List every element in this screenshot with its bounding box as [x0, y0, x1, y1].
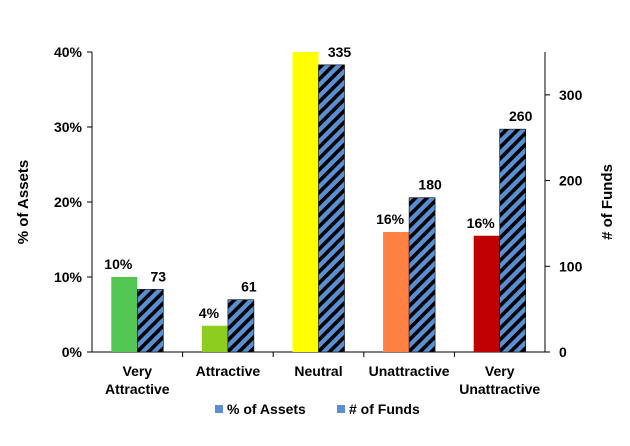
- bar-num-funds: [408, 197, 436, 353]
- bar-pct-assets: [473, 235, 500, 352]
- y-tick-label-left: 0%: [62, 344, 83, 360]
- category-label-line: Very: [485, 363, 515, 379]
- y-tick-label-right: 0: [559, 344, 567, 360]
- category-label-line: Attractive: [196, 363, 261, 379]
- data-label-pct-assets: 16%: [376, 211, 405, 227]
- bar-pct-assets: [292, 52, 319, 352]
- y-axis-title-left: % of Assets: [15, 160, 32, 244]
- y-tick-label-left: 10%: [54, 269, 83, 285]
- y-tick-label-left: 40%: [54, 44, 83, 60]
- data-label-pct-assets: 10%: [104, 256, 133, 272]
- legend-label: % of Assets: [227, 401, 306, 417]
- legend-label: # of Funds: [349, 401, 420, 417]
- category-label-line: Neutral: [294, 363, 342, 379]
- y-tick-label-right: 200: [559, 173, 583, 189]
- category-label: Unattractive: [369, 363, 450, 379]
- bar-num-funds: [227, 299, 255, 353]
- legend-swatch: [337, 405, 345, 413]
- data-label-num-funds: 61: [241, 279, 257, 295]
- bar-num-funds: [137, 289, 164, 353]
- y-axis-title-right: # of Funds: [599, 164, 616, 240]
- legend-swatch: [215, 405, 223, 413]
- category-label: Very Unattractive: [459, 363, 540, 397]
- y-tick-label-right: 300: [559, 87, 583, 103]
- category-label-line: Attractive: [105, 381, 170, 397]
- y-tick-label-right: 100: [559, 258, 583, 274]
- bar-num-funds: [318, 64, 345, 353]
- bar-pct-assets: [111, 277, 138, 352]
- category-label-line: Unattractive: [459, 381, 540, 397]
- category-label-line: Unattractive: [369, 363, 450, 379]
- data-label-num-funds: 335: [328, 44, 352, 60]
- data-label-pct-assets: 16%: [467, 215, 496, 231]
- category-label: Very Attractive: [105, 363, 170, 397]
- y-tick-label-left: 30%: [54, 119, 83, 135]
- data-label-pct-assets: 4%: [199, 305, 220, 321]
- data-label-num-funds: 180: [418, 177, 442, 193]
- category-label-line: Very: [123, 363, 153, 379]
- y-tick-label-left: 20%: [54, 194, 83, 210]
- category-label: Attractive: [196, 363, 261, 379]
- bar-num-funds: [499, 128, 527, 353]
- data-label-num-funds: 73: [151, 268, 167, 284]
- data-label-num-funds: 260: [509, 108, 533, 124]
- bar-pct-assets: [201, 325, 228, 352]
- bar-pct-assets: [383, 232, 410, 352]
- category-label: Neutral: [294, 363, 342, 379]
